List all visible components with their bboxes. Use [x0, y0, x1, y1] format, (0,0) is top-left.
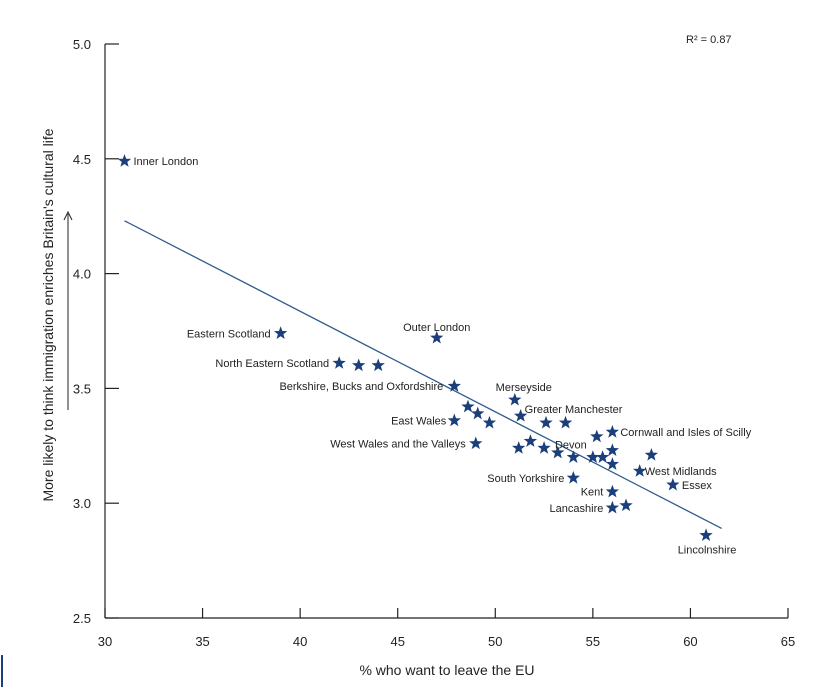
data-point-star [699, 528, 713, 542]
data-point-star [482, 415, 497, 429]
data-point-star [523, 434, 538, 447]
data-point-star [539, 415, 553, 429]
y-tick-label: 3.5 [73, 381, 91, 396]
data-point-star [558, 415, 573, 429]
points-group [117, 154, 713, 542]
trendline-group [124, 220, 722, 530]
data-point-star [273, 326, 288, 339]
data-point-star [633, 464, 647, 477]
y-tick-label: 5.0 [73, 37, 91, 52]
y-axis-title-arrow [63, 210, 73, 410]
data-point-star [512, 441, 526, 454]
point-label: South Yorkshire [487, 473, 564, 485]
x-tick-label: 55 [586, 634, 600, 649]
point-label: Eastern Scotland [187, 328, 271, 340]
y-tick-label: 4.5 [73, 152, 91, 167]
y-tick-label: 4.0 [73, 267, 91, 282]
data-point-star [537, 441, 551, 454]
r-squared-label: R² = 0.87 [686, 34, 732, 46]
data-point-star [605, 500, 620, 514]
point-label: Lincolnshire [678, 544, 737, 556]
point-label: West Wales and the Valleys [330, 439, 466, 451]
data-point-star [566, 470, 580, 484]
y-tick-label: 2.5 [73, 611, 91, 626]
x-tick-label: 35 [195, 634, 209, 649]
x-tick-label: 30 [98, 634, 112, 649]
point-label: East Wales [391, 416, 447, 428]
point-label: Lancashire [550, 503, 604, 515]
data-point-star [461, 399, 475, 413]
data-point-star [586, 450, 600, 463]
data-point-star [605, 457, 620, 470]
data-point-star [666, 477, 680, 491]
point-label: Cornwall and Isles of Scilly [620, 427, 751, 439]
data-point-star [551, 445, 565, 459]
x-tick-label: 65 [781, 634, 795, 649]
data-point-star [605, 443, 620, 457]
point-label: North Eastern Scotland [215, 358, 329, 370]
point-label: Kent [581, 487, 604, 499]
data-point-star [595, 450, 610, 463]
data-point-star [514, 408, 528, 422]
y-axis-title: More likely to think immigration enriche… [40, 128, 56, 501]
data-point-star [644, 447, 659, 461]
x-axis-title: % who want to leave the EU [359, 662, 534, 678]
data-point-star [471, 406, 485, 420]
data-point-star [605, 484, 620, 498]
axes: 30 35 40 45 50 55 60 65 2.5 3.0 3.5 4.0 4.5 5.0 [73, 37, 795, 649]
data-point-star [447, 413, 461, 427]
data-point-star [447, 379, 461, 392]
data-point-star [566, 450, 580, 463]
data-point-star [619, 498, 633, 512]
trendline [124, 220, 722, 530]
point-label: Greater Manchester [525, 404, 623, 416]
x-tick-label: 45 [390, 634, 404, 649]
data-point-star [371, 358, 385, 372]
left-edge-marker [1, 655, 3, 687]
data-point-star [590, 429, 604, 443]
point-label: Merseyside [496, 382, 552, 394]
point-label: West Midlands [645, 466, 717, 478]
x-tick-label: 60 [683, 634, 697, 649]
point-label: Outer London [403, 322, 470, 334]
data-point-star [430, 330, 444, 344]
data-point-star [352, 358, 366, 372]
point-label: Devon [555, 440, 587, 452]
x-tick-label: 50 [488, 634, 502, 649]
data-point-star [117, 154, 132, 167]
data-point-star [332, 356, 346, 369]
data-point-star [605, 425, 620, 438]
data-point-star [469, 436, 483, 450]
point-label: Essex [682, 480, 712, 492]
x-tick-label: 40 [293, 634, 307, 649]
data-point-star [508, 392, 522, 406]
y-tick-label: 3.0 [73, 496, 91, 511]
point-labels-group: Inner London Eastern Scotland North Easter… [134, 156, 752, 556]
point-label: Berkshire, Bucks and Oxfordshire [279, 381, 443, 393]
point-label: Inner London [134, 156, 199, 168]
